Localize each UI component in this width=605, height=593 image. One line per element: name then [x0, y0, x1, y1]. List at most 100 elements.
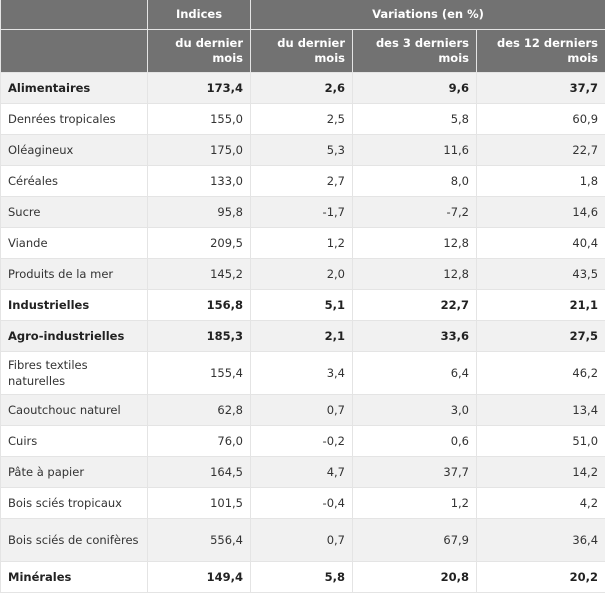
row-label: Céréales [1, 166, 148, 197]
row-value: 5,8 [251, 562, 353, 593]
row-value: 12,8 [353, 228, 477, 259]
row-value: -1,7 [251, 197, 353, 228]
row-value: 33,6 [353, 321, 477, 352]
row-value: 22,7 [477, 135, 605, 166]
row-value: 11,6 [353, 135, 477, 166]
row-value: 5,1 [251, 290, 353, 321]
row-value: 175,0 [148, 135, 251, 166]
subheader-var-month: du dernier mois [251, 30, 353, 73]
row-value: 76,0 [148, 426, 251, 457]
row-value: 36,4 [477, 519, 605, 562]
row-value: 51,0 [477, 426, 605, 457]
row-label: Viande [1, 228, 148, 259]
row-value: 101,5 [148, 488, 251, 519]
row-value: -0,4 [251, 488, 353, 519]
row-label: Fibres textiles naturelles [1, 352, 148, 395]
row-label: Oléagineux [1, 135, 148, 166]
row-value: 95,8 [148, 197, 251, 228]
row-value: 22,7 [353, 290, 477, 321]
row-value: 0,6 [353, 426, 477, 457]
row-value: 46,2 [477, 352, 605, 395]
row-value: 21,1 [477, 290, 605, 321]
row-value: 3,0 [353, 395, 477, 426]
row-value: 37,7 [477, 73, 605, 104]
row-value: 20,8 [353, 562, 477, 593]
row-value: 6,4 [353, 352, 477, 395]
row-value: 4,2 [477, 488, 605, 519]
row-label: Industrielles [1, 290, 148, 321]
header-variations: Variations (en %) [251, 0, 605, 30]
subheader-var-12-months: des 12 derniers mois [477, 30, 605, 73]
row-value: 43,5 [477, 259, 605, 290]
row-value: 4,7 [251, 457, 353, 488]
row-value: 12,8 [353, 259, 477, 290]
row-label: Denrées tropicales [1, 104, 148, 135]
row-label: Bois sciés de conifères [1, 519, 148, 562]
row-value: 133,0 [148, 166, 251, 197]
row-label: Caoutchouc naturel [1, 395, 148, 426]
row-value: 2,0 [251, 259, 353, 290]
row-label: Cuirs [1, 426, 148, 457]
row-value: 9,6 [353, 73, 477, 104]
row-label: Pâte à papier [1, 457, 148, 488]
row-value: 62,8 [148, 395, 251, 426]
row-value: 20,2 [477, 562, 605, 593]
row-value: 173,4 [148, 73, 251, 104]
subheader-empty [1, 30, 148, 73]
row-value: 1,2 [353, 488, 477, 519]
row-value: 1,8 [477, 166, 605, 197]
row-value: 14,6 [477, 197, 605, 228]
row-value: 209,5 [148, 228, 251, 259]
row-value: 2,7 [251, 166, 353, 197]
row-label: Minérales [1, 562, 148, 593]
row-value: 5,3 [251, 135, 353, 166]
row-value: 155,0 [148, 104, 251, 135]
row-value: 149,4 [148, 562, 251, 593]
row-value: -0,2 [251, 426, 353, 457]
row-value: 5,8 [353, 104, 477, 135]
row-value: 14,2 [477, 457, 605, 488]
row-value: 27,5 [477, 321, 605, 352]
row-value: 1,2 [251, 228, 353, 259]
row-value: 155,4 [148, 352, 251, 395]
row-label: Bois sciés tropicaux [1, 488, 148, 519]
header-empty [1, 0, 148, 30]
row-value: 13,4 [477, 395, 605, 426]
row-value: 40,4 [477, 228, 605, 259]
row-value: 2,5 [251, 104, 353, 135]
row-value: 156,8 [148, 290, 251, 321]
header-indices: Indices [148, 0, 251, 30]
row-label: Produits de la mer [1, 259, 148, 290]
row-label: Sucre [1, 197, 148, 228]
row-value: 2,1 [251, 321, 353, 352]
subheader-indices-month: du dernier mois [148, 30, 251, 73]
row-value: 60,9 [477, 104, 605, 135]
row-value: 8,0 [353, 166, 477, 197]
row-label: Agro-industrielles [1, 321, 148, 352]
row-value: 0,7 [251, 519, 353, 562]
row-value: 185,3 [148, 321, 251, 352]
row-value: 37,7 [353, 457, 477, 488]
row-label: Alimentaires [1, 73, 148, 104]
row-value: 2,6 [251, 73, 353, 104]
subheader-var-3-months: des 3 derniers mois [353, 30, 477, 73]
row-value: -7,2 [353, 197, 477, 228]
row-value: 145,2 [148, 259, 251, 290]
row-value: 0,7 [251, 395, 353, 426]
